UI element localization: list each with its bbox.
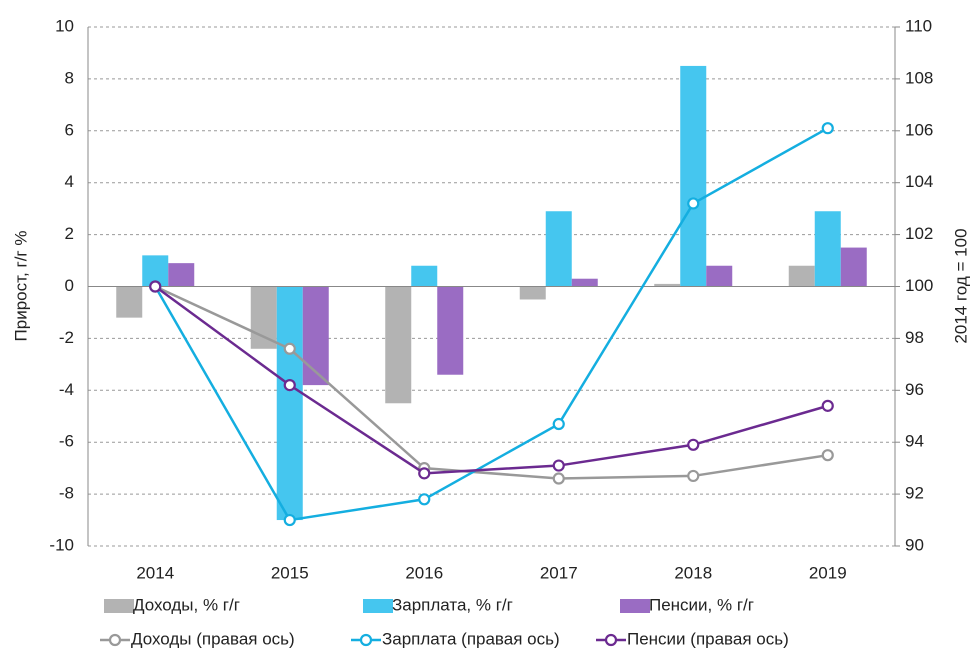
line: [154, 285, 829, 475]
line-marker: [821, 122, 834, 135]
legend-label: Доходы (правая ось): [131, 629, 295, 648]
line-marker: [149, 280, 162, 293]
line-marker: [552, 472, 565, 485]
bar: [571, 278, 598, 287]
line-marker: [687, 438, 700, 451]
legend-label: Пенсии, % г/г: [649, 595, 754, 614]
line-marker: [687, 469, 700, 483]
line-marker: [283, 379, 296, 392]
y-tick-label: -10: [49, 535, 74, 554]
bar: [302, 286, 329, 386]
bar: [276, 286, 303, 521]
y-tick-label: 4: [65, 172, 74, 191]
line-marker: [821, 399, 834, 412]
bar: [545, 211, 572, 287]
line-marker: [552, 417, 565, 431]
x-tick-label: 2016: [405, 563, 443, 582]
line-marker: [418, 467, 431, 480]
y-tick-label: -8: [59, 484, 74, 503]
y2-tick-label: 96: [905, 380, 924, 399]
bar: [437, 286, 464, 375]
y-tick-label: 8: [65, 68, 74, 87]
legend-label: Доходы, % г/г: [133, 595, 240, 614]
y-tick-label: 0: [65, 276, 74, 295]
y2-tick-label: 92: [905, 484, 924, 503]
legend-marker: [359, 633, 373, 647]
bar: [814, 211, 841, 287]
line-marker: [552, 459, 565, 472]
bar: [680, 65, 707, 287]
y-tick-label: -6: [59, 432, 74, 451]
line-marker: [687, 197, 700, 210]
bar: [654, 283, 681, 287]
y-tick-label: 10: [55, 16, 74, 35]
legend-swatch: [363, 599, 393, 613]
bar: [411, 265, 438, 287]
bar: [385, 286, 412, 404]
bar: [706, 265, 733, 287]
line-marker: [418, 493, 431, 506]
y2-tick-label: 106: [905, 120, 933, 139]
legend-marker: [108, 633, 122, 647]
bar: [116, 286, 143, 318]
x-tick-label: 2015: [271, 563, 309, 582]
legend-label: Зарплата (правая ось): [382, 629, 560, 648]
legend-label: Пенсии (правая ось): [627, 629, 789, 648]
y-tick-label: 6: [65, 120, 74, 139]
x-tick-label: 2019: [809, 563, 847, 582]
y2-tick-label: 104: [905, 172, 933, 191]
bar: [788, 265, 815, 287]
y2-tick-label: 100: [905, 276, 933, 295]
y2-tick-label: 110: [905, 16, 932, 35]
line-marker: [821, 449, 834, 462]
legend-label: Зарплата, % г/г: [392, 595, 513, 614]
y2-tick-label: 108: [905, 68, 933, 87]
x-tick-label: 2017: [540, 563, 578, 582]
y2-axis-label: 2014 год = 100: [951, 228, 970, 343]
x-tick-label: 2018: [674, 563, 712, 582]
line-marker: [283, 513, 296, 527]
y-axis-label: Прирост, г/г %: [11, 231, 30, 342]
x-tick-label: 2014: [136, 563, 174, 582]
y2-tick-label: 94: [905, 432, 924, 451]
line: [154, 285, 828, 480]
y-tick-label: -4: [59, 380, 74, 399]
y-tick-label: 2: [65, 224, 74, 243]
y2-tick-label: 98: [905, 328, 924, 347]
bar: [250, 286, 277, 349]
y2-tick-label: 90: [905, 535, 924, 554]
line-marker: [283, 342, 296, 355]
legend-swatch: [620, 599, 650, 613]
y-tick-label: -2: [59, 328, 74, 347]
legend-swatch: [104, 599, 134, 613]
bar: [168, 263, 195, 287]
y2-tick-label: 102: [905, 224, 933, 243]
bar: [519, 286, 546, 300]
bar: [840, 247, 867, 287]
line: [154, 127, 829, 522]
legend-marker: [604, 633, 618, 647]
